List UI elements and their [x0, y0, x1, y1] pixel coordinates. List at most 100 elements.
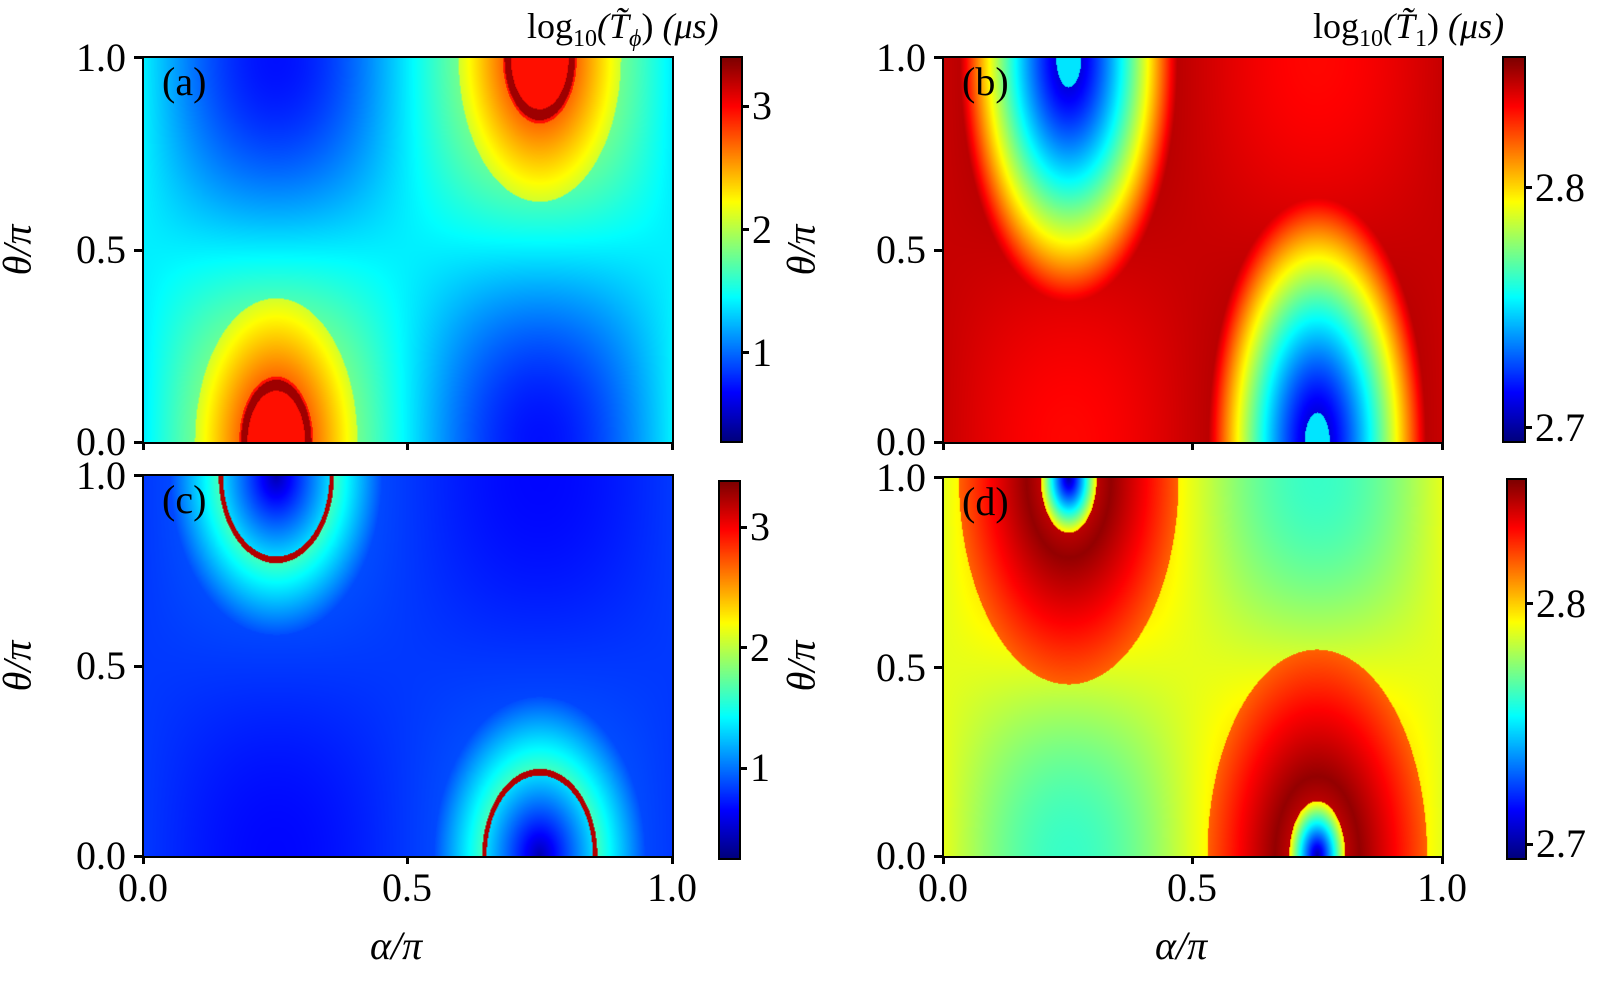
colorbar-gradient-a: [722, 58, 741, 441]
colorbar-gradient-c: [720, 482, 739, 858]
cbar-title-unit: (μs): [662, 6, 719, 46]
ytick-c-0.5: 0.5: [76, 643, 126, 688]
xtick-mark: [142, 442, 145, 450]
cbar-title-base: 10: [1359, 26, 1384, 53]
ytick-a-0.0: 0.0: [76, 419, 126, 464]
cbar-d-tick-2.8: 2.8: [1536, 581, 1586, 626]
xtick-c-0.5: 0.5: [382, 865, 432, 910]
ytick-mark: [134, 441, 143, 444]
xlabel-left: α/π: [370, 923, 423, 968]
heatmap-canvas-b: [944, 58, 1442, 442]
xtick-d-1.0: 1.0: [1417, 865, 1467, 910]
ytick-c-1.0: 1.0: [76, 453, 126, 498]
colorbar-b: [1502, 56, 1526, 443]
cbar-b-tick-2.8: 2.8: [1535, 165, 1585, 210]
xtick-mark: [1191, 442, 1194, 450]
cbar-tick: [1525, 186, 1532, 189]
xlabel-right: α/π: [1155, 923, 1208, 968]
xtick-mark: [942, 442, 945, 450]
cbar-title-close: ): [1427, 6, 1440, 46]
xtick-mark: [142, 856, 145, 864]
cbar-tick: [742, 105, 749, 108]
cbar-tick: [742, 228, 749, 231]
cbar-title-var-sub: ϕ: [629, 26, 642, 53]
ytick-mark: [134, 474, 143, 477]
ytick-mark: [934, 56, 943, 59]
ylabel-c: θ/π: [0, 640, 40, 692]
cbar-tick: [740, 646, 747, 649]
xtick-c-1.0: 1.0: [647, 865, 697, 910]
panel-label-a: (a): [162, 59, 207, 104]
panel-label-b: (b): [962, 59, 1009, 104]
cbar-tick: [1525, 426, 1532, 429]
heatmap-panel-a: (a): [142, 56, 674, 444]
xtick-mark: [1441, 442, 1444, 450]
ytick-mark: [934, 666, 943, 669]
heatmap-panel-c: (c): [142, 474, 674, 858]
colorbar-title-t1: log10(T̃1) (μs): [1313, 8, 1504, 51]
xtick-mark: [1441, 856, 1444, 864]
heatmap-panel-d: (d): [942, 476, 1444, 858]
ytick-b-1.0: 1.0: [876, 35, 926, 80]
ytick-c-0.0: 0.0: [76, 833, 126, 878]
ytick-mark: [134, 665, 143, 668]
cbar-title-base: 10: [573, 26, 598, 53]
cbar-title-log: log: [1313, 6, 1360, 46]
cbar-tick: [1526, 602, 1533, 605]
xtick-d-0.5: 0.5: [1167, 865, 1217, 910]
ytick-d-0.0: 0.0: [876, 833, 926, 878]
heatmap-panel-b: (b): [942, 56, 1444, 444]
ytick-mark: [934, 476, 943, 479]
heatmap-canvas-a: [144, 58, 672, 442]
heatmap-canvas-d: [944, 478, 1442, 856]
panel-label-d: (d): [962, 479, 1009, 524]
ytick-a-0.5: 0.5: [76, 227, 126, 272]
cbar-d-tick-2.7: 2.7: [1536, 821, 1586, 866]
ylabel-a: θ/π: [0, 224, 40, 276]
xtick-d-0.0: 0.0: [918, 865, 968, 910]
cbar-tick: [742, 351, 749, 354]
heatmap-canvas-c: [144, 476, 672, 856]
ytick-b-0.0: 0.0: [876, 419, 926, 464]
cbar-title-var-sub: 1: [1415, 26, 1428, 53]
ytick-mark: [134, 249, 143, 252]
ytick-b-0.5: 0.5: [876, 227, 926, 272]
ytick-d-1.0: 1.0: [876, 455, 926, 500]
ytick-mark: [134, 56, 143, 59]
cbar-title-close: ): [641, 6, 654, 46]
colorbar-title-tphi: log10(T̃ϕ) (μs): [527, 8, 719, 51]
colorbar-gradient-d: [1508, 480, 1525, 858]
cbar-title-var: (T̃: [1383, 6, 1416, 46]
ylabel-d: θ/π: [778, 640, 824, 692]
ytick-d-0.5: 0.5: [876, 645, 926, 690]
xtick-mark: [671, 442, 674, 450]
ytick-mark: [934, 441, 943, 444]
cbar-title-log: log: [527, 6, 574, 46]
ytick-mark: [934, 249, 943, 252]
cbar-a-tick-3: 3: [752, 83, 772, 128]
cbar-b-tick-2.7: 2.7: [1535, 405, 1585, 450]
cbar-a-tick-1: 1: [752, 330, 772, 375]
xtick-mark: [1191, 856, 1194, 864]
colorbar-c: [718, 480, 741, 860]
xtick-mark: [671, 856, 674, 864]
ytick-a-1.0: 1.0: [76, 35, 126, 80]
cbar-tick: [1526, 843, 1533, 846]
cbar-c-tick-3: 3: [750, 504, 770, 549]
ytick-mark: [934, 855, 943, 858]
xtick-mark: [406, 856, 409, 864]
panel-label-c: (c): [162, 477, 207, 522]
ylabel-b: θ/π: [778, 224, 824, 276]
cbar-tick: [740, 767, 747, 770]
cbar-title-unit: (μs): [1448, 6, 1505, 46]
xtick-mark: [406, 442, 409, 450]
colorbar-d: [1506, 478, 1527, 860]
cbar-tick: [740, 526, 747, 529]
colorbar-gradient-b: [1504, 58, 1524, 441]
cbar-title-var: (T̃: [597, 6, 630, 46]
cbar-a-tick-2: 2: [752, 207, 772, 252]
xtick-mark: [942, 856, 945, 864]
cbar-c-tick-2: 2: [750, 625, 770, 670]
colorbar-a: [720, 56, 743, 443]
xtick-c-0.0: 0.0: [118, 865, 168, 910]
